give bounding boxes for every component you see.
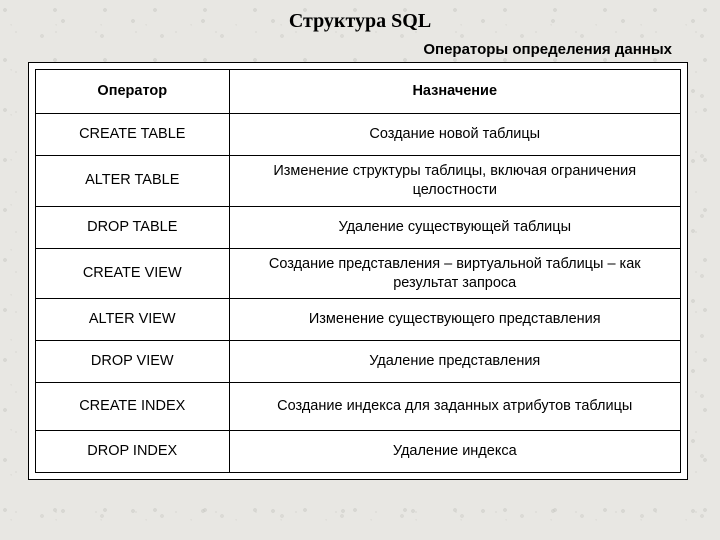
col-header-operator: Оператор — [36, 70, 230, 114]
table-row: ALTER VIEW Изменение существующего предс… — [36, 299, 681, 341]
subtitle: Операторы определения данных — [0, 41, 720, 62]
table-row: CREATE TABLE Создание новой таблицы — [36, 114, 681, 156]
table-row: CREATE INDEX Создание индекса для заданн… — [36, 383, 681, 431]
cell-operator: DROP VIEW — [36, 341, 230, 383]
cell-operator: CREATE INDEX — [36, 383, 230, 431]
cell-operator: DROP TABLE — [36, 206, 230, 248]
cell-operator: ALTER TABLE — [36, 156, 230, 207]
cell-purpose: Создание представления – виртуальной таб… — [229, 248, 681, 299]
cell-purpose: Создание индекса для заданных атрибутов … — [229, 383, 681, 431]
page-title: Структура SQL — [0, 0, 720, 41]
table-row: DROP VIEW Удаление представления — [36, 341, 681, 383]
cell-purpose: Создание новой таблицы — [229, 114, 681, 156]
cell-purpose: Изменение существующего представления — [229, 299, 681, 341]
ddl-operators-table: Оператор Назначение CREATE TABLE Создани… — [35, 69, 681, 473]
table-row: DROP INDEX Удаление индекса — [36, 431, 681, 473]
col-header-purpose: Назначение — [229, 70, 681, 114]
cell-purpose: Удаление представления — [229, 341, 681, 383]
cell-operator: CREATE VIEW — [36, 248, 230, 299]
cell-operator: ALTER VIEW — [36, 299, 230, 341]
cell-purpose: Удаление существующей таблицы — [229, 206, 681, 248]
table-container: Оператор Назначение CREATE TABLE Создани… — [28, 62, 688, 480]
cell-operator: CREATE TABLE — [36, 114, 230, 156]
table-row: ALTER TABLE Изменение структуры таблицы,… — [36, 156, 681, 207]
table-row: CREATE VIEW Создание представления – вир… — [36, 248, 681, 299]
cell-purpose: Изменение структуры таблицы, включая огр… — [229, 156, 681, 207]
table-row: DROP TABLE Удаление существующей таблицы — [36, 206, 681, 248]
cell-purpose: Удаление индекса — [229, 431, 681, 473]
cell-operator: DROP INDEX — [36, 431, 230, 473]
table-header-row: Оператор Назначение — [36, 70, 681, 114]
